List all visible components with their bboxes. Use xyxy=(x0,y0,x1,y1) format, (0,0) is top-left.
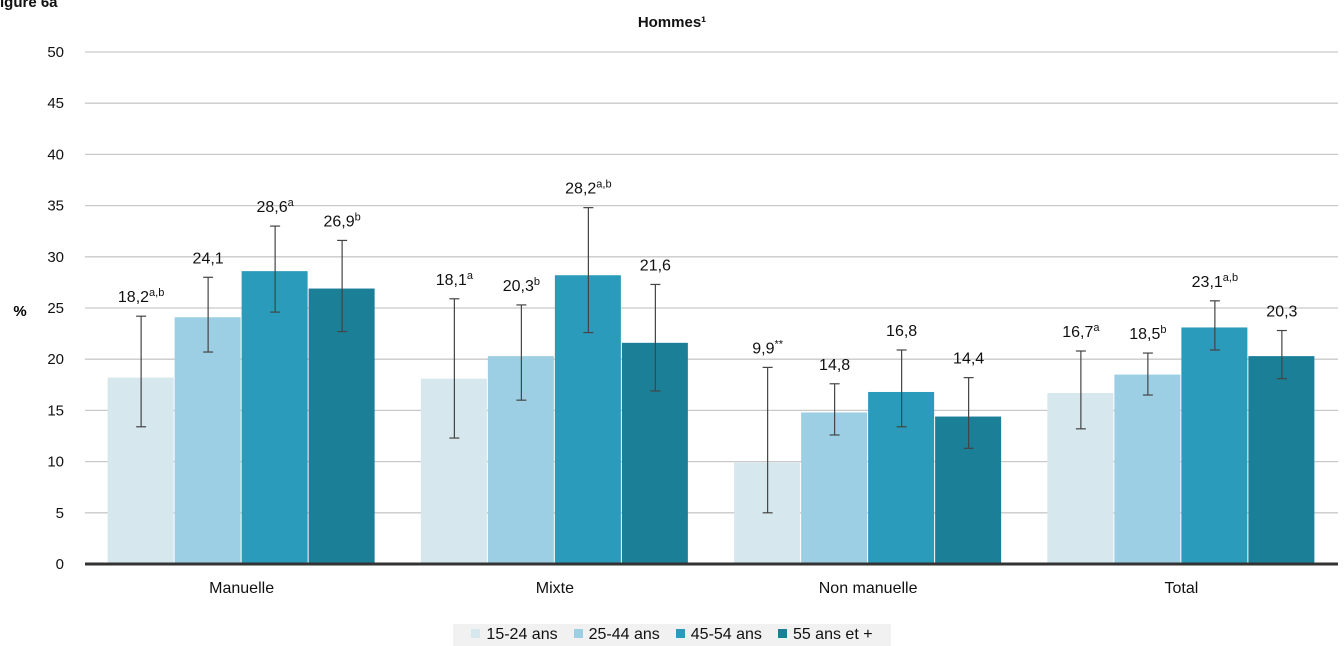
data-label: 16,7a xyxy=(1062,322,1100,341)
x-tick-label: Total xyxy=(1164,580,1198,597)
legend-swatch xyxy=(675,629,685,638)
error-bar xyxy=(337,239,348,333)
error-bar xyxy=(963,377,974,449)
y-tick-label: 10 xyxy=(47,454,64,471)
bar xyxy=(308,288,375,564)
legend-swatch xyxy=(471,629,481,638)
data-label: 18,1a xyxy=(436,270,474,289)
bar xyxy=(241,271,308,564)
legend-item: 55 ans et + xyxy=(777,626,873,644)
data-label: 28,2a,b xyxy=(565,179,611,198)
data-label: 14,4 xyxy=(953,351,984,368)
data-label: 14,8 xyxy=(819,357,850,374)
error-bar xyxy=(270,225,281,313)
data-label: 18,2a,b xyxy=(118,287,164,306)
data-label: 18,5b xyxy=(1129,324,1166,343)
error-bar xyxy=(449,298,460,439)
x-tick-label: Non manuelle xyxy=(819,580,918,597)
legend-label: 55 ans et + xyxy=(792,626,873,643)
bar xyxy=(1248,356,1315,564)
y-tick-label: 25 xyxy=(47,300,64,317)
legend-label: 45-54 ans xyxy=(690,626,762,643)
y-tick-label: 5 xyxy=(56,505,64,522)
chart-title: Hommes¹ xyxy=(637,14,707,31)
data-label: 16,8 xyxy=(886,323,917,340)
y-tick-label: 50 xyxy=(47,44,64,61)
y-tick-label: 0 xyxy=(56,556,64,573)
data-label: 21,6 xyxy=(640,257,671,274)
legend-item: 45-54 ans xyxy=(675,626,762,644)
y-tick-label: 20 xyxy=(47,351,64,368)
bar xyxy=(801,412,868,564)
error-bar xyxy=(516,304,527,401)
y-tick-label: 45 xyxy=(47,95,64,112)
error-bar xyxy=(1276,329,1287,380)
error-bar xyxy=(1142,352,1153,396)
x-tick-label: Manuelle xyxy=(209,580,274,597)
error-bar xyxy=(1075,350,1086,430)
legend-label: 15-24 ans xyxy=(486,626,558,643)
error-bar xyxy=(203,276,214,353)
y-tick-label: 15 xyxy=(47,402,64,419)
legend-item: 25-44 ans xyxy=(573,626,660,644)
y-tick-label: 35 xyxy=(47,198,64,215)
data-label: 28,6a xyxy=(256,197,294,216)
error-bar xyxy=(896,349,907,428)
y-tick-label: 30 xyxy=(47,249,64,266)
y-axis-label: % xyxy=(13,303,26,320)
data-label: 20,3 xyxy=(1266,304,1297,321)
data-label: 9,9** xyxy=(752,338,784,357)
data-label: 20,3b xyxy=(503,276,540,295)
error-bar xyxy=(762,366,773,514)
bar xyxy=(1181,327,1248,564)
legend-swatch xyxy=(777,629,787,638)
bar xyxy=(174,317,241,564)
data-label: 23,1a,b xyxy=(1192,272,1238,291)
figure-label: igure 6a xyxy=(0,0,58,11)
legend-swatch xyxy=(573,629,583,638)
legend: 15-24 ans 25-44 ans 45-54 ans 55 ans et + xyxy=(0,624,1344,646)
bar-chart: % 0 5 10 15 20 25 30 35 40 45 50 18,2a,b 24,1 28,6a 2… xyxy=(13,44,1338,597)
legend-label: 25-44 ans xyxy=(588,626,660,643)
error-bar xyxy=(829,383,840,436)
error-bar xyxy=(136,315,147,428)
y-tick-label: 40 xyxy=(47,146,64,163)
bar xyxy=(1114,374,1181,564)
data-label: 26,9b xyxy=(323,211,360,230)
error-bar xyxy=(650,283,661,392)
error-bar xyxy=(583,207,594,334)
error-bar xyxy=(1209,300,1220,351)
legend-item: 15-24 ans xyxy=(471,626,558,644)
data-label: 24,1 xyxy=(193,250,224,267)
x-tick-label: Mixte xyxy=(536,580,574,597)
